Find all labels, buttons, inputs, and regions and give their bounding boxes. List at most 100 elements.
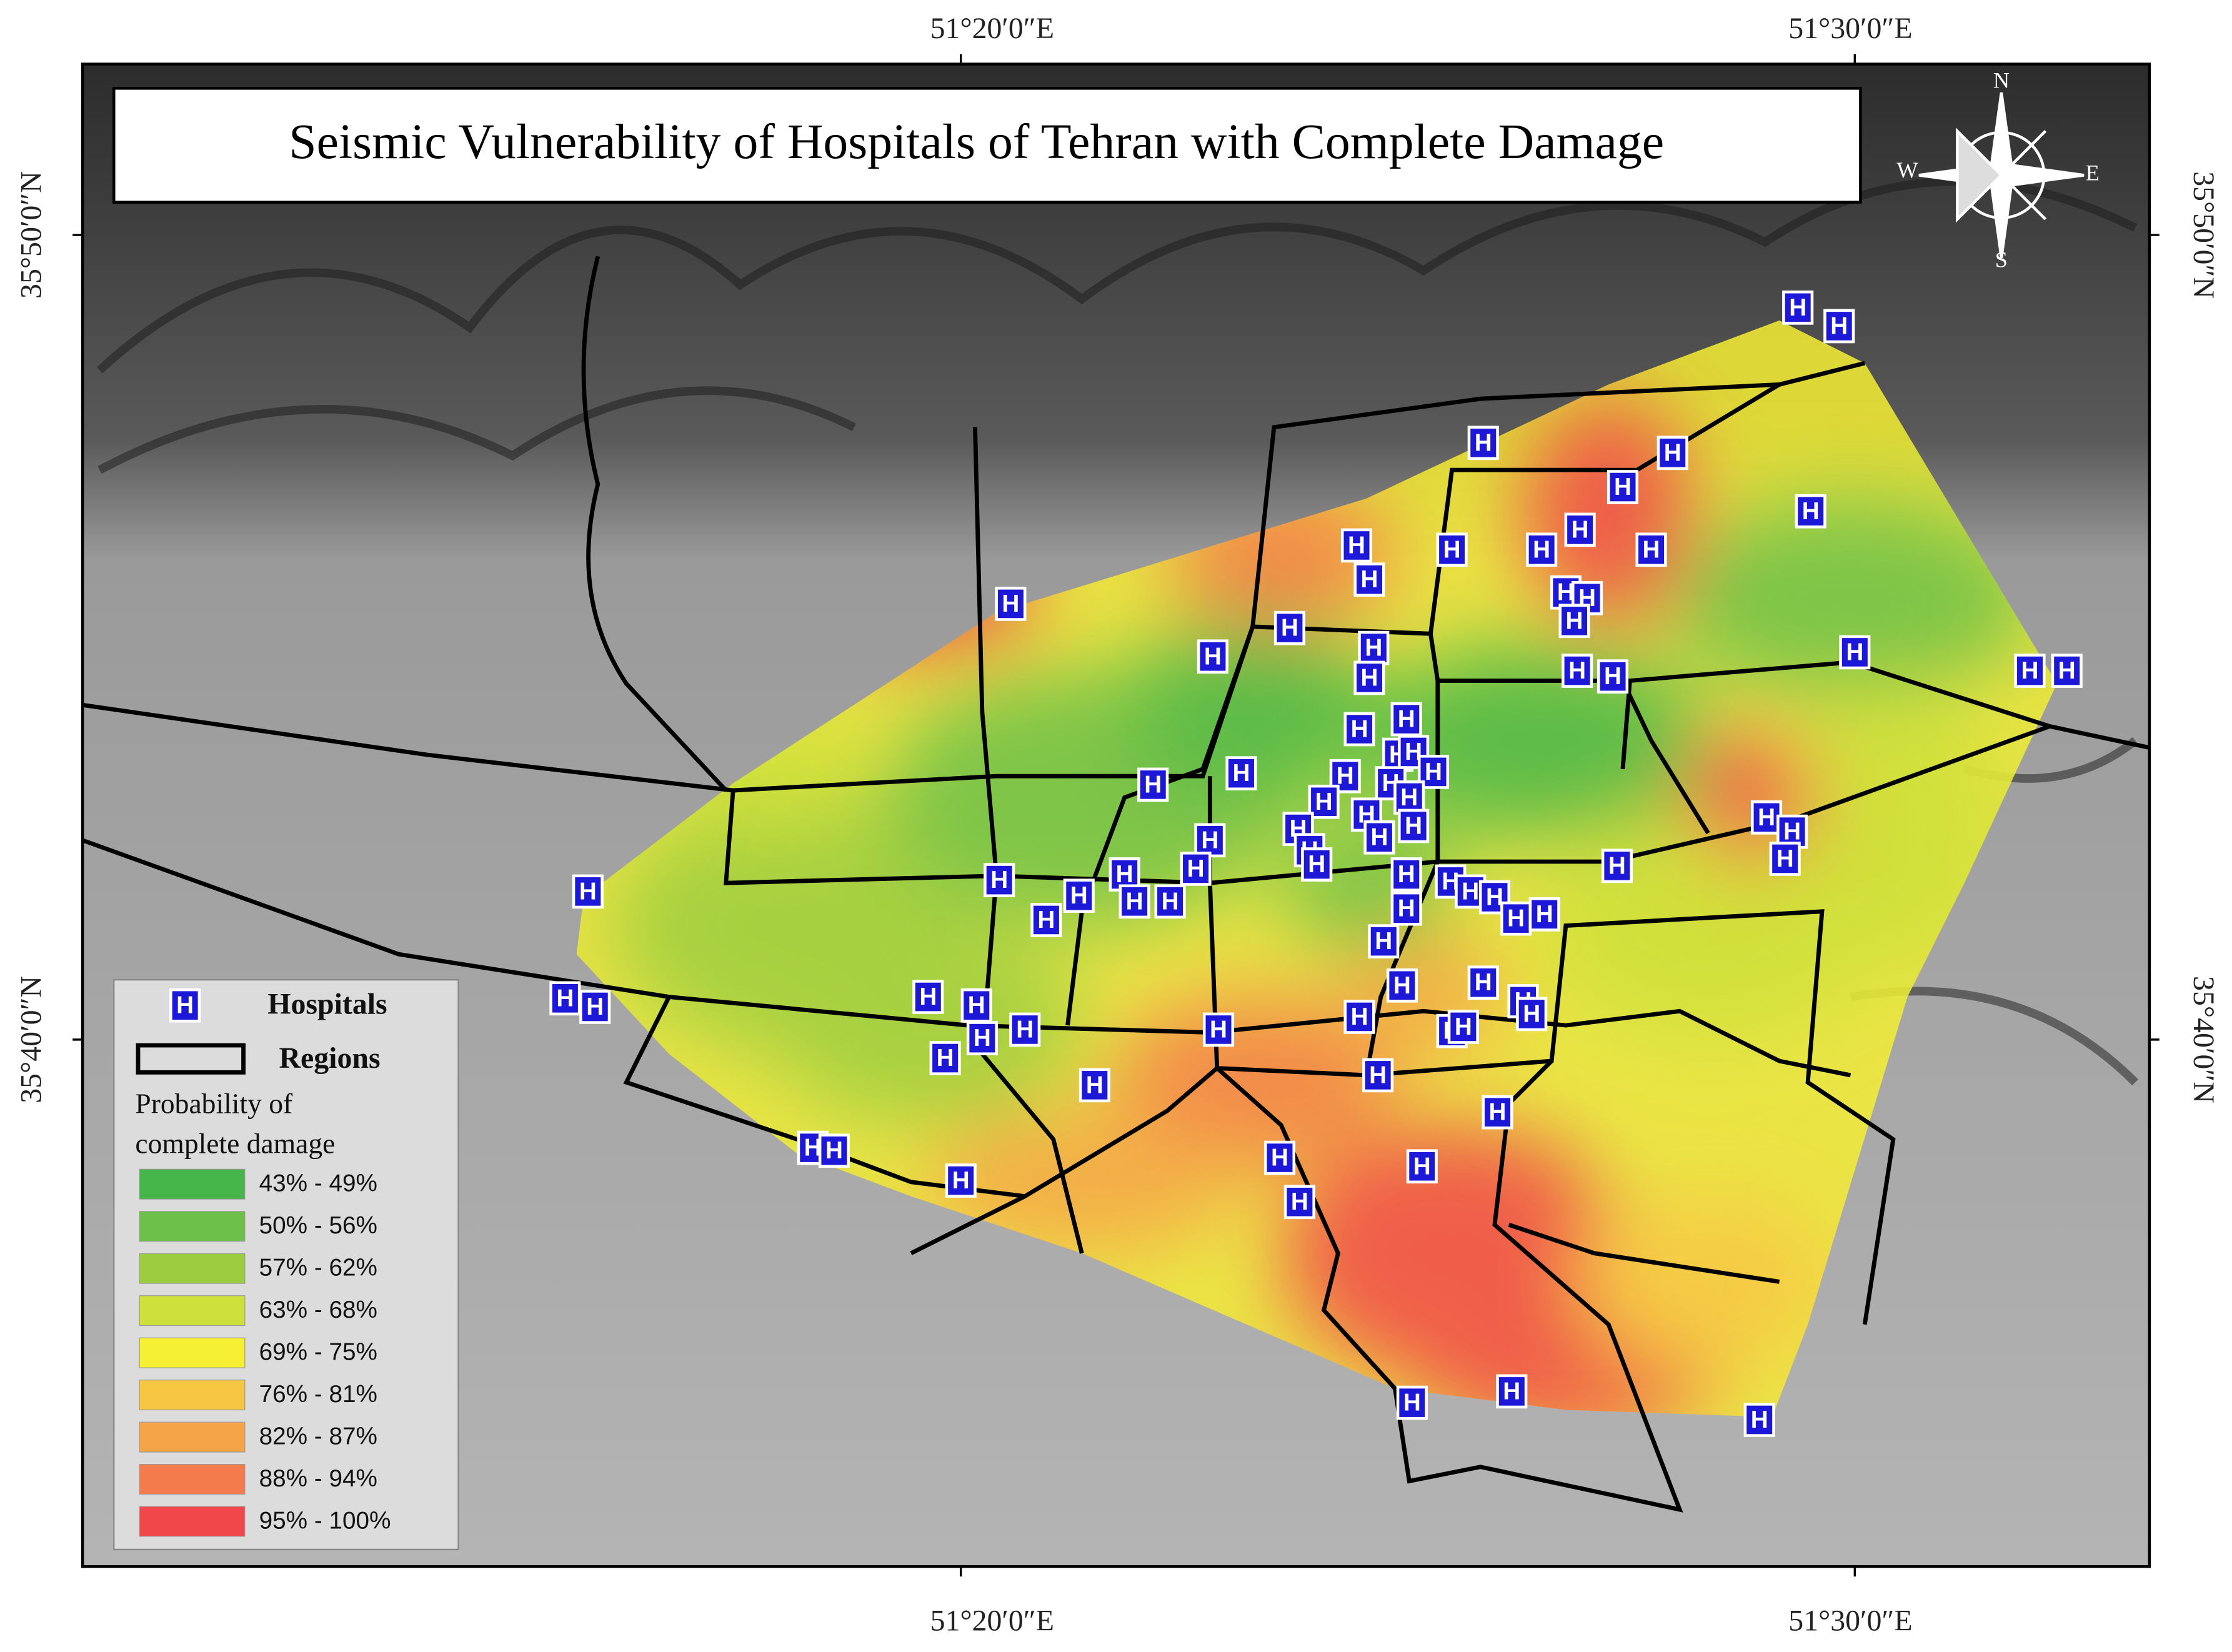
hospital-marker-body: [1518, 1000, 1545, 1028]
hospital-marker-label: H: [1400, 784, 1418, 811]
legend-swatch: [139, 1464, 246, 1495]
hospital-marker-label: H: [1489, 1099, 1507, 1126]
hospital-marker-body: [1183, 854, 1209, 883]
hospital-marker-label: H: [1315, 789, 1333, 815]
legend-class-label: 57% - 62%: [259, 1255, 377, 1281]
hospital-marker-label: H: [1086, 1072, 1104, 1098]
hospital-marker-label: H: [1375, 928, 1392, 955]
surface-blob: [769, 925, 1082, 1125]
hospital-marker-body: [2017, 656, 2043, 685]
legend-class-label: 63% - 68%: [259, 1296, 377, 1323]
hospital-marker-body: [948, 1166, 974, 1195]
hospital-marker-label: H: [1291, 1188, 1308, 1215]
hospital-marker-body: [1420, 757, 1447, 787]
hospital-marker-body: [1772, 844, 1798, 873]
hospital-marker-body: [552, 984, 578, 1013]
legend-swatch: [139, 1168, 246, 1200]
hospital-marker-body: [986, 865, 1012, 895]
hospital-marker-body: [1841, 638, 1868, 667]
hospital-marker-body: [969, 1023, 995, 1053]
hospital-marker-body: [1638, 535, 1665, 564]
coord-label: 51°20′0″E: [930, 1604, 1054, 1637]
hospital-marker-label: H: [1403, 1390, 1421, 1416]
hospital-marker-body: [1503, 904, 1529, 933]
hospital-marker-body: [1779, 817, 1805, 846]
hospital-marker-body: [1347, 715, 1373, 744]
hospital-marker-label: H: [952, 1167, 970, 1194]
legend-class-label: 69% - 75%: [259, 1338, 377, 1365]
hospital-marker-label: H: [1370, 824, 1388, 851]
hospital-marker-label: H: [1144, 771, 1162, 798]
hospital-marker-label: H: [1393, 972, 1411, 999]
legend: Hospitals Regions Probability of complet…: [113, 979, 459, 1551]
legend-label: Hospitals: [267, 987, 387, 1020]
legend-class-label: 43% - 49%: [259, 1170, 377, 1197]
hospital-marker-label: H: [1604, 663, 1622, 690]
hospital-marker-body: [964, 991, 990, 1020]
hospital-marker-body: [1287, 1187, 1313, 1217]
hospital-marker-label: H: [1351, 1003, 1368, 1030]
legend-swatch: [139, 1253, 246, 1284]
surface-blob: [1665, 498, 2036, 698]
hospital-marker-label: H: [1361, 566, 1378, 593]
hospital-marker-body: [1600, 662, 1626, 691]
hospital-marker-label: H: [1425, 759, 1442, 785]
title-box: [112, 87, 1862, 204]
hospital-marker-label: H: [919, 983, 937, 1010]
legend-swatch: [139, 1337, 246, 1368]
compass-label: S: [1995, 247, 2008, 272]
hospital-marker-label: H: [1572, 516, 1589, 543]
legend-region-symbol: [136, 1043, 246, 1075]
hospital-marker-body: [1393, 705, 1420, 734]
hospital-marker-body: [1396, 783, 1422, 812]
hospital-marker-label: H: [1443, 536, 1461, 563]
hospital-marker-body: [1200, 642, 1226, 671]
surface-blob: [1523, 399, 1694, 627]
hospital-marker-label: H: [1614, 474, 1632, 500]
hospital-marker-label: H: [974, 1025, 991, 1052]
hospital-marker-label: H: [1308, 851, 1325, 878]
surface-blob: [925, 1110, 1238, 1253]
hospital-marker-body: [1112, 860, 1138, 889]
coord-label: 35°50′0″N: [15, 171, 48, 299]
hospital-marker-label: H: [1533, 536, 1550, 563]
graticule-ticks: [72, 54, 2160, 1577]
hospital-marker-label: H: [1361, 664, 1378, 691]
coord-label: 35°40′0″N: [15, 976, 48, 1103]
hospital-marker-body: [1470, 429, 1497, 457]
hospital-marker-label: H: [1608, 852, 1626, 879]
coord-label: 35°50′0″N: [2187, 171, 2220, 299]
hospital-marker-label: H: [1398, 706, 1415, 733]
legend-label: Regions: [279, 1042, 381, 1075]
hospital-marker-label: H: [2021, 657, 2039, 684]
hospital-marker-label: H: [1789, 294, 1806, 321]
hospital-marker-label: H: [1643, 536, 1660, 563]
legend-swatch: [139, 1506, 246, 1537]
hospital-marker-label: H: [1351, 716, 1368, 743]
hospital-marker-label: H: [1455, 1013, 1472, 1040]
hospital-marker-body: [932, 1043, 959, 1073]
hospital-marker-body: [1370, 927, 1397, 956]
compass-label: W: [1896, 157, 1918, 182]
hospital-marker-body: [1485, 1098, 1511, 1127]
hospital-marker-body: [1122, 887, 1148, 916]
hospital-marker-body: [1409, 1152, 1435, 1181]
surface-blob: [1124, 612, 1381, 812]
coord-label: 51°30′0″E: [1788, 1604, 1912, 1637]
hospital-marker-label: H: [968, 992, 985, 1019]
hospital-marker-body: [1532, 900, 1558, 929]
hospital-marker-body: [1197, 826, 1223, 855]
hospital-marker-body: [1439, 535, 1465, 564]
hospital-marker-body: [1562, 606, 1588, 635]
hospital-marker-body: [997, 589, 1024, 619]
hospital-marker-label: H: [1475, 969, 1492, 996]
hospital-marker-body: [1360, 634, 1387, 662]
hospital-marker-label: H: [1204, 643, 1222, 670]
hospital-marker-body: [1528, 535, 1555, 564]
hospital-marker-body: [915, 982, 941, 1012]
coord-label: 35°40′0″N: [2187, 976, 2220, 1103]
hospital-marker-label: H: [1162, 888, 1179, 915]
legend-hospital-symbol-body: [172, 991, 198, 1020]
